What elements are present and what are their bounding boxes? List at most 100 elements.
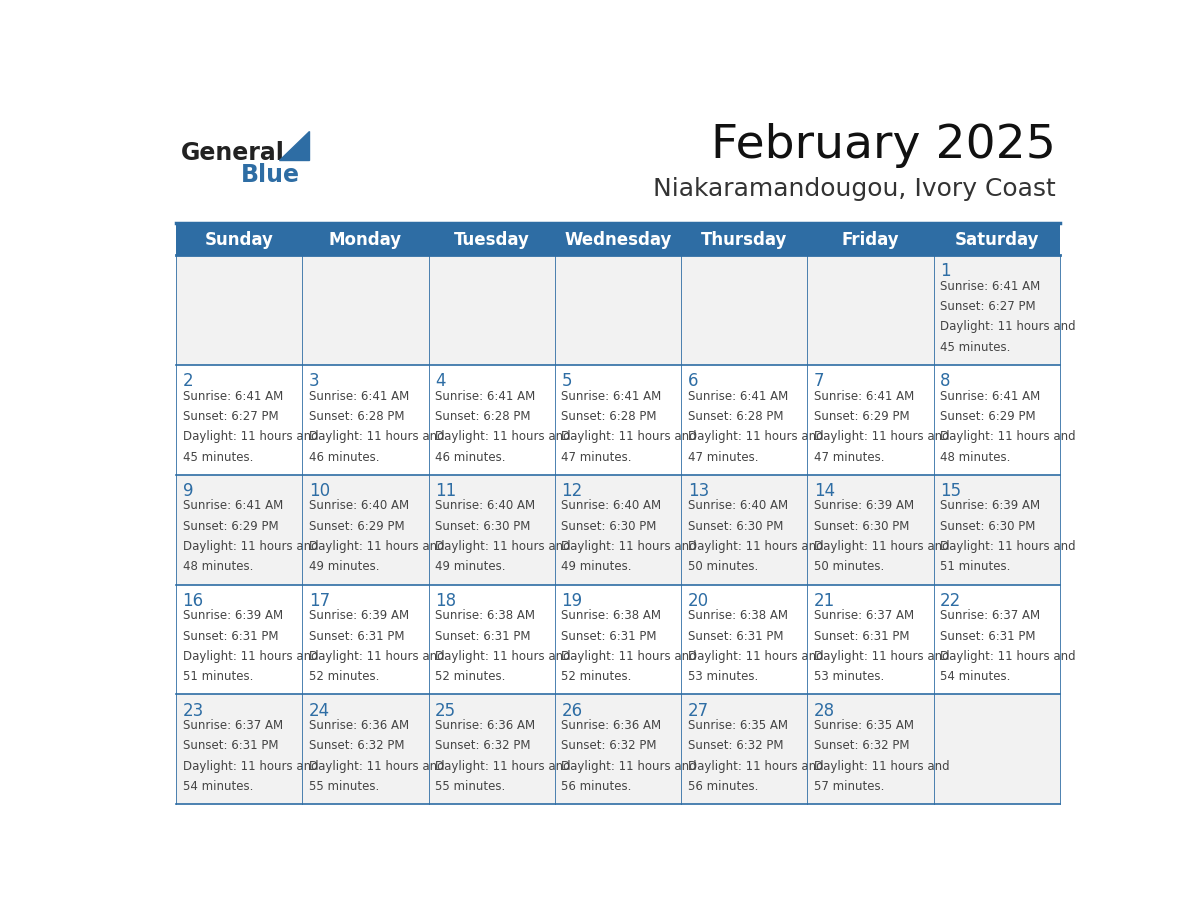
Text: 4: 4 [435, 372, 446, 390]
Text: Sunset: 6:32 PM: Sunset: 6:32 PM [309, 740, 404, 753]
Text: Sunrise: 6:39 AM: Sunrise: 6:39 AM [309, 610, 409, 622]
Text: 52 minutes.: 52 minutes. [309, 670, 379, 683]
Text: Sunrise: 6:40 AM: Sunrise: 6:40 AM [688, 499, 788, 512]
Text: Daylight: 11 hours and: Daylight: 11 hours and [688, 431, 823, 443]
Text: 52 minutes.: 52 minutes. [562, 670, 632, 683]
Text: 51 minutes.: 51 minutes. [183, 670, 253, 683]
Text: Sunset: 6:31 PM: Sunset: 6:31 PM [940, 630, 1036, 643]
Text: Sunset: 6:31 PM: Sunset: 6:31 PM [183, 740, 278, 753]
FancyBboxPatch shape [429, 694, 555, 804]
Text: Daylight: 11 hours and: Daylight: 11 hours and [183, 650, 318, 663]
Text: Daylight: 11 hours and: Daylight: 11 hours and [688, 540, 823, 554]
Text: Sunrise: 6:39 AM: Sunrise: 6:39 AM [940, 499, 1041, 512]
FancyBboxPatch shape [429, 365, 555, 475]
Text: Sunday: Sunday [204, 230, 273, 249]
Text: Daylight: 11 hours and: Daylight: 11 hours and [940, 650, 1076, 663]
Text: February 2025: February 2025 [710, 123, 1055, 168]
Text: 23: 23 [183, 701, 204, 720]
Text: Daylight: 11 hours and: Daylight: 11 hours and [435, 760, 570, 773]
FancyBboxPatch shape [429, 255, 555, 365]
Text: Wednesday: Wednesday [564, 230, 671, 249]
Text: Sunrise: 6:38 AM: Sunrise: 6:38 AM [562, 610, 662, 622]
Text: Sunrise: 6:39 AM: Sunrise: 6:39 AM [814, 499, 914, 512]
Text: Sunset: 6:32 PM: Sunset: 6:32 PM [814, 740, 909, 753]
Text: Daylight: 11 hours and: Daylight: 11 hours and [309, 431, 444, 443]
Text: 45 minutes.: 45 minutes. [940, 341, 1011, 353]
Text: 47 minutes.: 47 minutes. [688, 451, 758, 464]
Text: Daylight: 11 hours and: Daylight: 11 hours and [940, 320, 1076, 333]
Text: Sunrise: 6:40 AM: Sunrise: 6:40 AM [435, 499, 536, 512]
Text: Sunset: 6:30 PM: Sunset: 6:30 PM [688, 520, 783, 532]
Text: Thursday: Thursday [701, 230, 788, 249]
Text: Daylight: 11 hours and: Daylight: 11 hours and [562, 431, 697, 443]
FancyBboxPatch shape [303, 225, 429, 255]
Text: 18: 18 [435, 592, 456, 610]
Text: Daylight: 11 hours and: Daylight: 11 hours and [940, 540, 1076, 554]
Text: 49 minutes.: 49 minutes. [309, 560, 379, 574]
Text: 49 minutes.: 49 minutes. [562, 560, 632, 574]
Text: Daylight: 11 hours and: Daylight: 11 hours and [814, 650, 949, 663]
Text: 19: 19 [562, 592, 582, 610]
Text: Sunset: 6:31 PM: Sunset: 6:31 PM [309, 630, 404, 643]
Text: Friday: Friday [842, 230, 899, 249]
FancyBboxPatch shape [303, 694, 429, 804]
Text: Daylight: 11 hours and: Daylight: 11 hours and [688, 760, 823, 773]
Text: Sunset: 6:28 PM: Sunset: 6:28 PM [688, 410, 783, 423]
Text: 46 minutes.: 46 minutes. [309, 451, 379, 464]
Text: 7: 7 [814, 372, 824, 390]
Polygon shape [279, 131, 309, 160]
FancyBboxPatch shape [176, 365, 303, 475]
Text: 6: 6 [688, 372, 699, 390]
FancyBboxPatch shape [934, 255, 1060, 365]
Text: Sunset: 6:30 PM: Sunset: 6:30 PM [940, 520, 1036, 532]
Text: Sunset: 6:29 PM: Sunset: 6:29 PM [183, 520, 278, 532]
Text: 20: 20 [688, 592, 709, 610]
Text: Sunrise: 6:41 AM: Sunrise: 6:41 AM [688, 389, 788, 403]
Text: Sunrise: 6:36 AM: Sunrise: 6:36 AM [309, 719, 409, 733]
Text: Daylight: 11 hours and: Daylight: 11 hours and [435, 431, 570, 443]
Text: Sunrise: 6:37 AM: Sunrise: 6:37 AM [814, 610, 914, 622]
Text: Daylight: 11 hours and: Daylight: 11 hours and [562, 540, 697, 554]
FancyBboxPatch shape [555, 365, 681, 475]
Text: 53 minutes.: 53 minutes. [814, 670, 884, 683]
Text: Daylight: 11 hours and: Daylight: 11 hours and [183, 760, 318, 773]
Text: 48 minutes.: 48 minutes. [183, 560, 253, 574]
Text: Blue: Blue [240, 163, 299, 187]
Text: Sunrise: 6:41 AM: Sunrise: 6:41 AM [309, 389, 409, 403]
Text: Sunset: 6:28 PM: Sunset: 6:28 PM [309, 410, 404, 423]
Text: 22: 22 [940, 592, 961, 610]
Text: Daylight: 11 hours and: Daylight: 11 hours and [309, 540, 444, 554]
Text: 27: 27 [688, 701, 709, 720]
Text: Sunrise: 6:39 AM: Sunrise: 6:39 AM [183, 610, 283, 622]
Text: Sunrise: 6:41 AM: Sunrise: 6:41 AM [435, 389, 536, 403]
Text: Sunrise: 6:41 AM: Sunrise: 6:41 AM [183, 389, 283, 403]
Text: Sunrise: 6:37 AM: Sunrise: 6:37 AM [940, 610, 1041, 622]
Text: 15: 15 [940, 482, 961, 499]
Text: 11: 11 [435, 482, 456, 499]
Text: Sunrise: 6:36 AM: Sunrise: 6:36 AM [562, 719, 662, 733]
FancyBboxPatch shape [934, 365, 1060, 475]
FancyBboxPatch shape [303, 255, 429, 365]
FancyBboxPatch shape [555, 255, 681, 365]
Text: 55 minutes.: 55 minutes. [435, 780, 505, 793]
FancyBboxPatch shape [808, 255, 934, 365]
Text: Sunset: 6:30 PM: Sunset: 6:30 PM [562, 520, 657, 532]
Text: Sunset: 6:32 PM: Sunset: 6:32 PM [562, 740, 657, 753]
FancyBboxPatch shape [934, 225, 1060, 255]
Text: Daylight: 11 hours and: Daylight: 11 hours and [814, 540, 949, 554]
FancyBboxPatch shape [303, 365, 429, 475]
FancyBboxPatch shape [176, 475, 303, 585]
Text: 5: 5 [562, 372, 571, 390]
FancyBboxPatch shape [808, 585, 934, 694]
Text: Sunrise: 6:38 AM: Sunrise: 6:38 AM [688, 610, 788, 622]
Text: Sunset: 6:27 PM: Sunset: 6:27 PM [940, 300, 1036, 313]
Text: 46 minutes.: 46 minutes. [435, 451, 506, 464]
FancyBboxPatch shape [555, 694, 681, 804]
Text: Sunset: 6:27 PM: Sunset: 6:27 PM [183, 410, 278, 423]
Text: 50 minutes.: 50 minutes. [688, 560, 758, 574]
Text: 8: 8 [940, 372, 950, 390]
FancyBboxPatch shape [808, 225, 934, 255]
Text: Daylight: 11 hours and: Daylight: 11 hours and [688, 650, 823, 663]
Text: 51 minutes.: 51 minutes. [940, 560, 1011, 574]
Text: 26: 26 [562, 701, 582, 720]
